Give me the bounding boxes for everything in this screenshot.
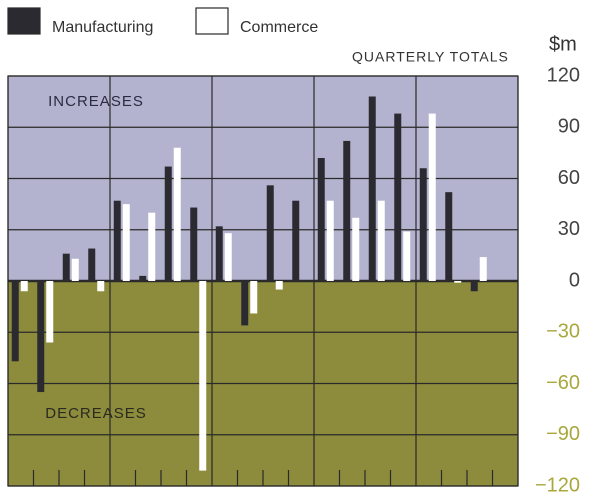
bar bbox=[428, 113, 436, 281]
y-tick-label: −60 bbox=[546, 372, 580, 394]
legend-swatch bbox=[195, 7, 229, 35]
bar bbox=[46, 281, 54, 343]
bar bbox=[11, 281, 19, 362]
bar bbox=[352, 217, 360, 281]
bar bbox=[148, 212, 156, 281]
bar bbox=[419, 168, 427, 281]
y-tick-label: 0 bbox=[569, 269, 580, 291]
bar bbox=[394, 113, 402, 281]
y-tick-label: 60 bbox=[558, 167, 580, 189]
legend-label: Manufacturing bbox=[52, 19, 153, 36]
bar bbox=[190, 207, 198, 281]
bar bbox=[164, 166, 172, 281]
bar bbox=[470, 281, 478, 292]
plot-frame bbox=[7, 75, 519, 487]
bar bbox=[317, 158, 325, 281]
y-tick-label: 30 bbox=[558, 218, 580, 240]
bar bbox=[37, 281, 45, 393]
bar bbox=[88, 248, 96, 281]
bar bbox=[224, 233, 232, 281]
bar bbox=[199, 281, 207, 471]
y-tick-label: 90 bbox=[558, 116, 580, 138]
chart-title: QUARTERLY TOTALS bbox=[352, 49, 509, 65]
annotation: DECREASES bbox=[45, 405, 147, 422]
legend-swatch bbox=[7, 7, 41, 35]
bar bbox=[139, 275, 147, 281]
bar bbox=[403, 231, 411, 281]
bar bbox=[326, 200, 334, 281]
bar bbox=[275, 281, 283, 290]
legend-label: Commerce bbox=[240, 19, 318, 36]
bar bbox=[479, 257, 487, 281]
bar bbox=[377, 200, 385, 281]
bar bbox=[445, 192, 453, 281]
y-tick-label: −120 bbox=[535, 474, 580, 496]
y-tick-label: −30 bbox=[546, 321, 580, 343]
bar bbox=[20, 281, 28, 292]
y-axis-label: $m bbox=[549, 33, 577, 55]
bar bbox=[97, 281, 105, 292]
bar bbox=[266, 185, 274, 281]
bar bbox=[71, 258, 79, 281]
bar bbox=[122, 204, 130, 281]
annotation: INCREASES bbox=[48, 93, 144, 110]
bar bbox=[173, 147, 181, 281]
bar bbox=[292, 200, 300, 281]
y-tick-label: −90 bbox=[546, 423, 580, 445]
bar bbox=[113, 200, 121, 281]
bar bbox=[250, 281, 258, 314]
bar bbox=[241, 281, 249, 326]
bar bbox=[343, 140, 351, 281]
bar bbox=[454, 281, 462, 283]
bar bbox=[215, 226, 223, 281]
y-tick-label: 120 bbox=[547, 64, 580, 86]
bar bbox=[368, 96, 376, 281]
bar bbox=[62, 253, 70, 281]
